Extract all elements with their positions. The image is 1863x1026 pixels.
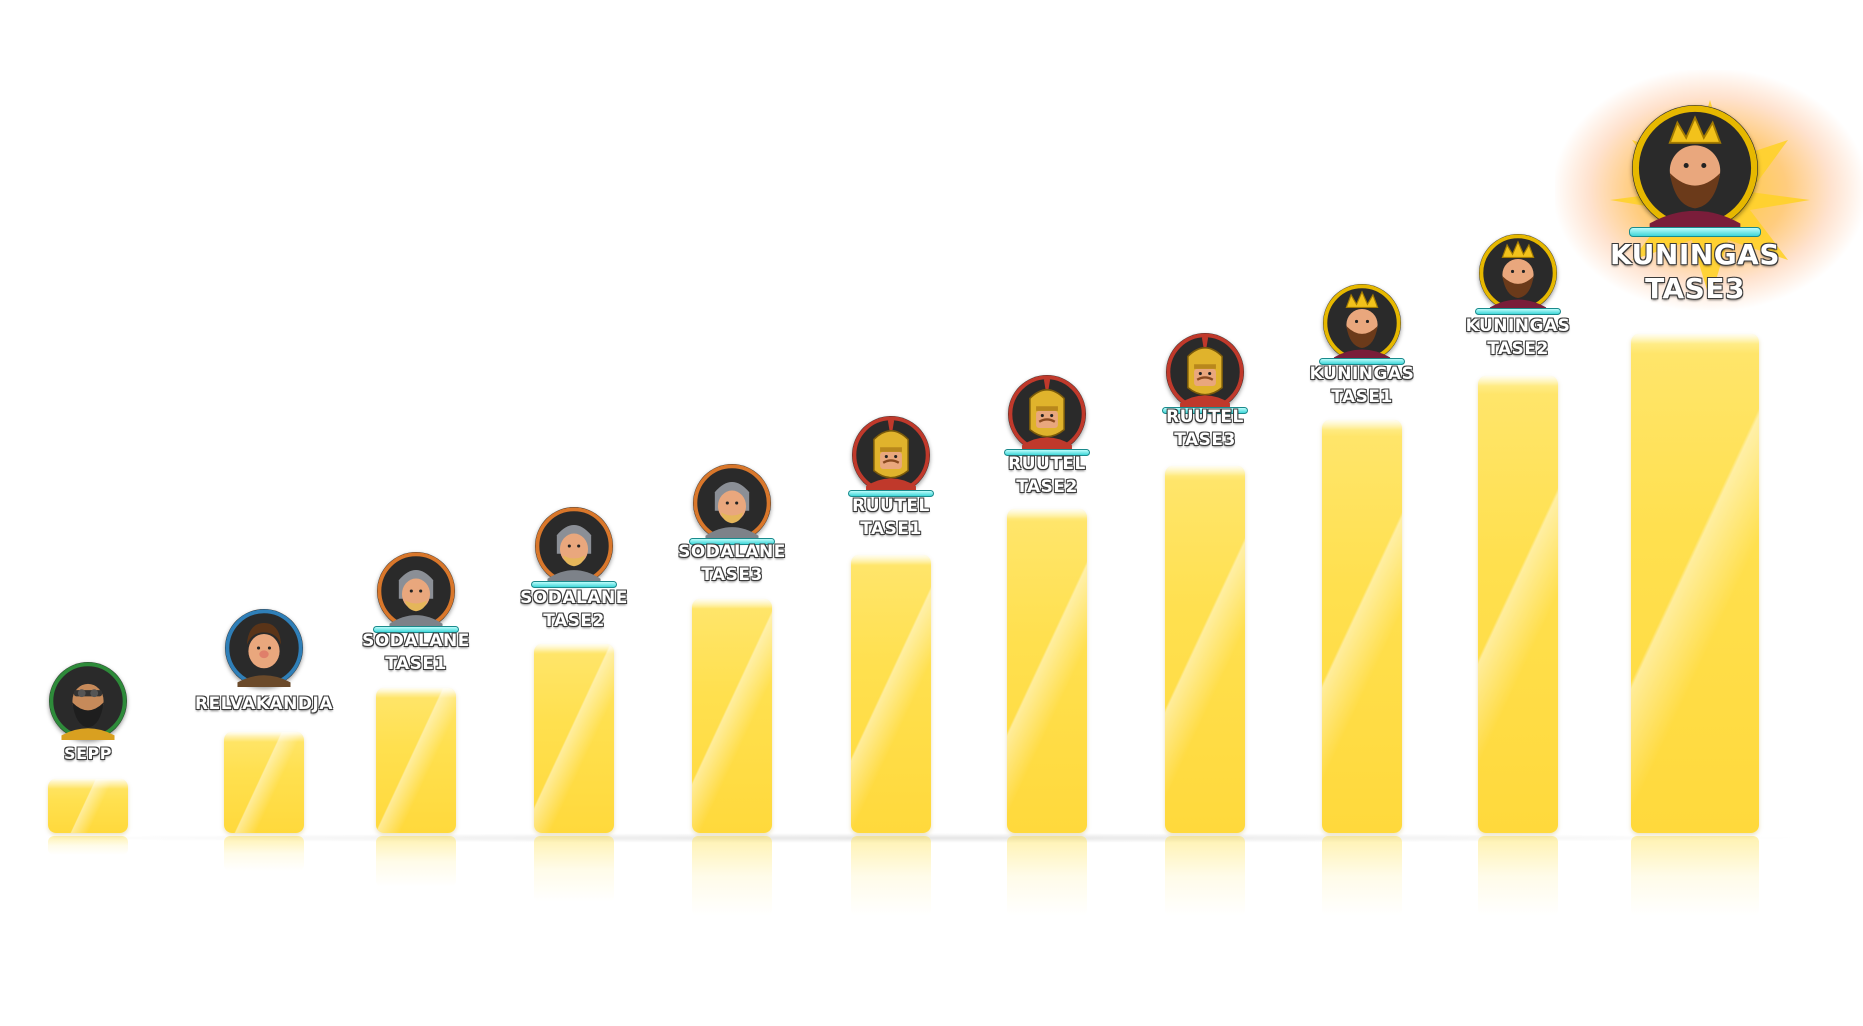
rank-tier-label: TASE2 <box>543 611 605 631</box>
xp-bar <box>689 538 775 545</box>
rank-name-label: KUNINGAS <box>1465 316 1571 336</box>
knight-avatar-icon <box>852 416 930 494</box>
bar-reflection <box>534 836 614 903</box>
blacksmith-avatar-icon <box>49 662 127 740</box>
rank-tier-label: TASE3 <box>1174 430 1236 450</box>
bar-reflection <box>692 836 772 916</box>
rank-name-label: RUUTEL <box>1166 407 1244 427</box>
king-avatar-icon <box>1632 105 1758 231</box>
rank-tier-label: TASE3 <box>701 565 763 585</box>
rank-tier-label: TASE2 <box>1487 339 1549 359</box>
bar-reflection <box>851 836 931 916</box>
soldier-avatar-icon <box>377 552 455 630</box>
squire-avatar-icon <box>225 609 303 687</box>
rank-bar <box>534 644 614 833</box>
xp-bar <box>1475 308 1561 315</box>
rank-bar <box>851 555 931 833</box>
rank-bar <box>1322 420 1402 833</box>
rank-bar <box>1007 509 1087 833</box>
rank-bar <box>48 779 128 833</box>
king-avatar-icon <box>1479 234 1557 312</box>
rank-name-label: SODALANE <box>362 631 470 651</box>
rank-name-label: RUUTEL <box>852 496 930 516</box>
xp-bar <box>1004 449 1090 456</box>
xp-bar <box>1319 358 1405 365</box>
rank-tier-label: TASE3 <box>1645 272 1745 305</box>
rank-tier-label: TASE1 <box>860 519 922 539</box>
floor-shadow <box>20 833 1820 843</box>
rank-bar <box>692 599 772 833</box>
rank-name-label: SODALANE <box>678 542 786 562</box>
soldier-avatar-icon <box>693 464 771 542</box>
bar-reflection <box>1165 836 1245 916</box>
xp-bar <box>1629 227 1761 237</box>
xp-bar <box>1162 407 1248 414</box>
rank-name-label: KUNINGAS <box>1309 364 1415 384</box>
bar-reflection <box>1007 836 1087 916</box>
xp-bar <box>531 581 617 588</box>
bar-reflection <box>376 836 456 887</box>
rank-tier-label: TASE1 <box>385 654 447 674</box>
soldier-avatar-icon <box>535 507 613 585</box>
rank-bar <box>376 688 456 833</box>
rank-name-label: SODALANE <box>520 588 628 608</box>
knight-avatar-icon <box>1008 375 1086 453</box>
bar-reflection <box>1478 836 1558 916</box>
rank-bar <box>1478 376 1558 833</box>
bar-reflection <box>224 836 304 872</box>
rank-name-label: RUUTEL <box>1008 454 1086 474</box>
rank-name-label: RELVAKANDJA <box>194 694 333 714</box>
rank-bar <box>1165 466 1245 833</box>
xp-bar <box>848 490 934 497</box>
rank-bar <box>224 732 304 833</box>
king-avatar-icon <box>1323 284 1401 362</box>
bar-reflection <box>1631 836 1759 916</box>
rank-tier-label: TASE1 <box>1331 387 1393 407</box>
rank-name-label: KUNINGAS <box>1609 238 1781 271</box>
rank-name-label: SEPP <box>64 744 112 763</box>
rank-tier-label: TASE2 <box>1016 477 1078 497</box>
rank-bar <box>1631 334 1759 833</box>
bar-reflection <box>48 836 128 855</box>
bar-reflection <box>1322 836 1402 916</box>
xp-bar <box>373 626 459 633</box>
knight-avatar-icon <box>1166 333 1244 411</box>
